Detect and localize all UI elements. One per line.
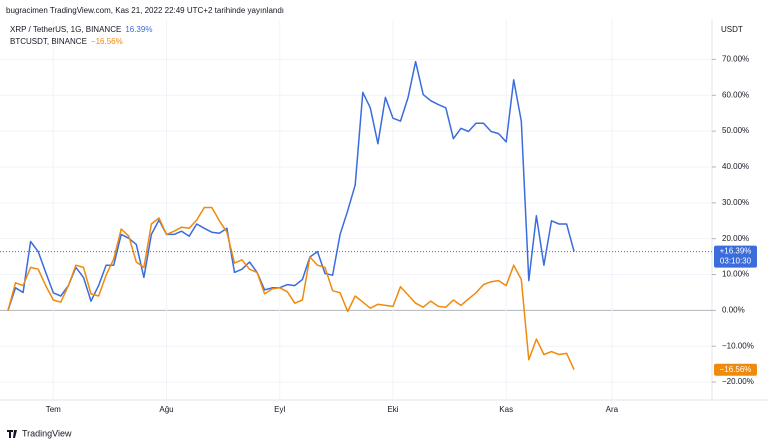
- x-tick-label: Ara: [606, 405, 619, 414]
- y-tick-label: 50.00%: [722, 126, 749, 135]
- y-tick-label: 20.00%: [722, 234, 749, 243]
- y-tick-label: −20.00%: [722, 377, 754, 386]
- line-series: [7, 206, 575, 371]
- header: bugracimen TradingView.com, Kas 21, 2022…: [6, 6, 284, 15]
- axis-label: USDT: [721, 25, 743, 34]
- x-tick-label: Eyl: [274, 405, 285, 414]
- price-tag-label: −16.56%: [720, 365, 752, 374]
- x-tick-label: Kas: [499, 405, 513, 414]
- y-tick-label: 10.00%: [722, 270, 749, 279]
- y-tick-label: 0.00%: [722, 305, 745, 314]
- y-tick-label: 30.00%: [722, 198, 749, 207]
- price-tag-label: +16.39%: [720, 247, 752, 256]
- y-tick-label: 40.00%: [722, 162, 749, 171]
- y-tick-label: −10.00%: [722, 341, 754, 350]
- x-tick-label: Ağu: [159, 405, 173, 414]
- x-tick-label: Tem: [46, 405, 61, 414]
- y-tick-label: 60.00%: [722, 90, 749, 99]
- y-tick-label: 70.00%: [722, 55, 749, 64]
- legend-value: −16.56%: [91, 37, 123, 46]
- x-tick-label: Eki: [387, 405, 398, 414]
- logo: TradingView: [7, 428, 72, 438]
- price-tag: [714, 245, 757, 268]
- price-tag-time: 03:10:30: [720, 257, 752, 266]
- footer: TradingView: [22, 428, 72, 438]
- legend-entry: XRP / TetherUS, 1G, BINANCE: [10, 25, 121, 34]
- line-series: [7, 60, 575, 311]
- logo-icon: [7, 430, 17, 438]
- legend-value: 16.39%: [125, 25, 152, 34]
- price-tag: [714, 363, 757, 376]
- legend-entry: BTCUSDT, BINANCE: [10, 37, 87, 46]
